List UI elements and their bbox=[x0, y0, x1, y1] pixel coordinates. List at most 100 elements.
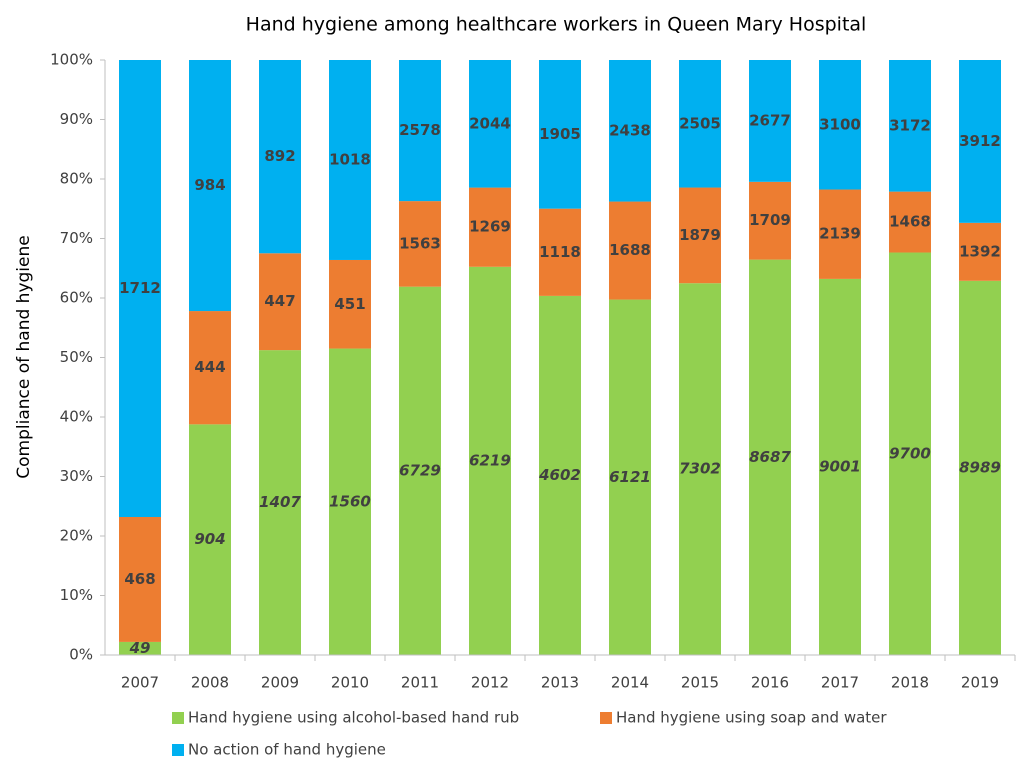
y-axis-label: Compliance of hand hygiene bbox=[14, 235, 34, 478]
bar-segment bbox=[749, 259, 791, 655]
bar-segment bbox=[609, 201, 651, 300]
data-label: 3100 bbox=[819, 115, 861, 133]
bar-segment bbox=[679, 283, 721, 655]
data-label: 6121 bbox=[609, 468, 651, 486]
data-label: 1407 bbox=[259, 493, 301, 511]
bar-segment bbox=[259, 60, 301, 254]
data-label: 6729 bbox=[399, 461, 441, 479]
data-label: 8687 bbox=[749, 448, 791, 466]
data-label: 1905 bbox=[539, 125, 581, 143]
bar-segment bbox=[399, 286, 441, 655]
data-label: 9700 bbox=[889, 444, 931, 462]
data-label: 1712 bbox=[119, 279, 161, 297]
data-label: 1879 bbox=[679, 226, 721, 244]
bar-segment bbox=[889, 252, 931, 655]
data-label: 2505 bbox=[679, 114, 721, 132]
bar-segment bbox=[329, 259, 371, 349]
bar-segment bbox=[469, 266, 511, 655]
data-label: 2139 bbox=[819, 225, 861, 243]
legend-label: Hand hygiene using alcohol-based hand ru… bbox=[188, 709, 519, 727]
x-tick-label: 2013 bbox=[541, 674, 579, 692]
x-tick-label: 2010 bbox=[331, 674, 369, 692]
data-label: 451 bbox=[334, 295, 365, 313]
data-label: 1392 bbox=[959, 242, 1001, 260]
bar-segment bbox=[889, 191, 931, 253]
data-label: 1018 bbox=[329, 150, 371, 168]
y-tick-label: 30% bbox=[60, 467, 93, 485]
x-tick-label: 2017 bbox=[821, 674, 859, 692]
bar-segment bbox=[819, 60, 861, 190]
bar-segment bbox=[679, 60, 721, 188]
bar-segment bbox=[399, 60, 441, 202]
bar-segment bbox=[539, 60, 581, 209]
bar-segment bbox=[539, 208, 581, 296]
x-tick-label: 2018 bbox=[891, 674, 929, 692]
data-label: 2677 bbox=[749, 111, 791, 129]
y-tick-label: 80% bbox=[60, 170, 93, 188]
bar-segment bbox=[189, 424, 231, 655]
legend-swatch bbox=[172, 712, 184, 724]
bar-segment bbox=[609, 60, 651, 202]
legend-swatch bbox=[172, 744, 184, 756]
data-label: 468 bbox=[124, 570, 155, 588]
data-label: 1709 bbox=[749, 211, 791, 229]
data-label: 904 bbox=[194, 530, 225, 548]
bar-segment bbox=[469, 187, 511, 267]
bar-segment bbox=[329, 60, 371, 260]
bar-segment bbox=[259, 253, 301, 351]
data-label: 447 bbox=[264, 292, 295, 310]
bar-segment bbox=[959, 222, 1001, 281]
chart-title: Hand hygiene among healthcare workers in… bbox=[246, 14, 867, 36]
bar-segment bbox=[189, 311, 231, 425]
bar-segment bbox=[189, 60, 231, 312]
data-label: 1118 bbox=[539, 243, 581, 261]
data-label: 892 bbox=[264, 147, 295, 165]
y-tick-label: 20% bbox=[60, 527, 93, 545]
data-label: 9001 bbox=[819, 457, 861, 475]
x-tick-label: 2019 bbox=[961, 674, 999, 692]
data-label: 3912 bbox=[959, 132, 1001, 150]
legend-label: No action of hand hygiene bbox=[188, 741, 386, 759]
data-label: 1560 bbox=[329, 492, 371, 510]
x-tick-label: 2015 bbox=[681, 674, 719, 692]
data-label: 984 bbox=[194, 176, 225, 194]
bar-segment bbox=[749, 60, 791, 182]
x-tick-label: 2012 bbox=[471, 674, 509, 692]
y-tick-label: 70% bbox=[60, 229, 93, 247]
y-tick-label: 50% bbox=[60, 348, 93, 366]
y-tick-label: 100% bbox=[50, 51, 93, 69]
bar-segment bbox=[539, 295, 581, 655]
y-tick-label: 10% bbox=[60, 586, 93, 604]
bar-segment bbox=[889, 60, 931, 192]
x-tick-label: 2009 bbox=[261, 674, 299, 692]
y-tick-label: 0% bbox=[69, 646, 93, 664]
data-label: 2578 bbox=[399, 121, 441, 139]
y-tick-label: 40% bbox=[60, 408, 93, 426]
bar-segment bbox=[259, 350, 301, 655]
bar-segment bbox=[329, 348, 371, 655]
data-label: 444 bbox=[194, 358, 225, 376]
data-label: 2438 bbox=[609, 121, 651, 139]
x-tick-label: 2008 bbox=[191, 674, 229, 692]
x-tick-label: 2007 bbox=[121, 674, 159, 692]
bar-segment bbox=[399, 201, 441, 287]
y-tick-label: 90% bbox=[60, 110, 93, 128]
bar-segment bbox=[609, 299, 651, 655]
data-label: 1688 bbox=[609, 241, 651, 259]
data-label: 8989 bbox=[959, 458, 1001, 476]
bar-segment bbox=[959, 280, 1001, 655]
x-tick-label: 2014 bbox=[611, 674, 649, 692]
bar-segment bbox=[679, 187, 721, 284]
data-label: 49 bbox=[129, 639, 151, 657]
y-tick-label: 60% bbox=[60, 289, 93, 307]
bar-segment bbox=[819, 278, 861, 655]
bar-segment bbox=[119, 641, 161, 655]
legend-label: Hand hygiene using soap and water bbox=[616, 709, 887, 727]
bar-segment bbox=[469, 60, 511, 188]
data-label: 1563 bbox=[399, 234, 441, 252]
bar-segment bbox=[819, 189, 861, 279]
data-label: 1269 bbox=[469, 218, 511, 236]
bar-segment bbox=[959, 60, 1001, 223]
data-label: 3172 bbox=[889, 116, 931, 134]
